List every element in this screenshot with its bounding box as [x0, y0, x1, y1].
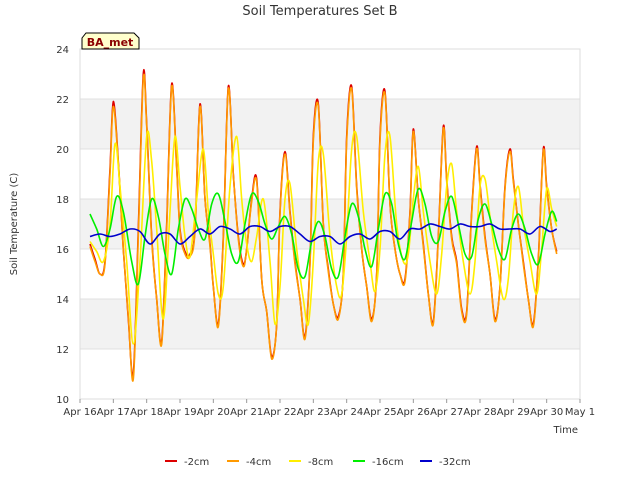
plot-area-frame — [79, 48, 581, 400]
y-tick-label: 10 — [56, 395, 69, 406]
grid-band — [80, 299, 580, 349]
x-tick-label: Apr 23 — [297, 407, 330, 418]
site-badge: BA_met — [81, 32, 140, 50]
y-tick-label: 16 — [56, 245, 69, 256]
y-axis: 10 12 14 16 18 20 22 24 — [56, 45, 69, 406]
y-tick-label: 18 — [56, 195, 69, 206]
legend-label: -2cm — [184, 457, 209, 468]
y-tick-label: 14 — [56, 295, 69, 306]
x-tick-label: Apr 20 — [197, 407, 230, 418]
grid-band — [80, 99, 580, 149]
legend-label: -16cm — [372, 457, 404, 468]
y-tick-label: 24 — [56, 45, 69, 56]
x-tick-label: Apr 29 — [497, 407, 530, 418]
series-line-4cmcm-depth — [89, 73, 558, 382]
x-tick-label: Apr 18 — [130, 407, 163, 418]
series-layer — [89, 69, 558, 382]
series-line-32cmcm-depth — [89, 223, 558, 245]
x-tick-label: Apr 25 — [363, 407, 396, 418]
y-axis-title: Soil Temperature (C) — [9, 173, 20, 276]
y-tick-label: 22 — [56, 95, 69, 106]
chart-title: Soil Temperatures Set B — [242, 4, 397, 19]
site-badge-shape — [81, 32, 140, 50]
legend-label: -32cm — [439, 457, 471, 468]
x-tick-label: Apr 22 — [263, 407, 296, 418]
y-tick-label: 20 — [56, 145, 69, 156]
x-tick-label: Apr 26 — [397, 407, 430, 418]
x-tick-label: Apr 19 — [163, 407, 196, 418]
site-badge-label: BA_met — [87, 36, 134, 49]
legend-label: -4cm — [246, 457, 271, 468]
x-tick-label: Apr 16 — [63, 407, 96, 418]
x-axis: Apr 16 Apr 17 Apr 18 Apr 19 Apr 20 Apr 21 Apr … — [63, 399, 595, 418]
y-tick-label: 12 — [56, 345, 69, 356]
x-axis-title: Time — [553, 425, 578, 436]
x-tick-label: Apr 21 — [230, 407, 263, 418]
x-tick-label: Apr 28 — [463, 407, 496, 418]
grid-bands — [80, 99, 580, 349]
series-line-8cmcm-depth — [89, 130, 558, 345]
legend: -2cm -4cm -8cm -16cm -32cm — [165, 457, 471, 468]
x-tick-label: Apr 24 — [330, 407, 363, 418]
x-tick-label: Apr 17 — [97, 407, 130, 418]
x-tick-label: Apr 30 — [530, 407, 563, 418]
x-tick-label: May 1 — [565, 407, 595, 418]
x-tick-label: Apr 27 — [430, 407, 463, 418]
legend-label: -8cm — [308, 457, 333, 468]
